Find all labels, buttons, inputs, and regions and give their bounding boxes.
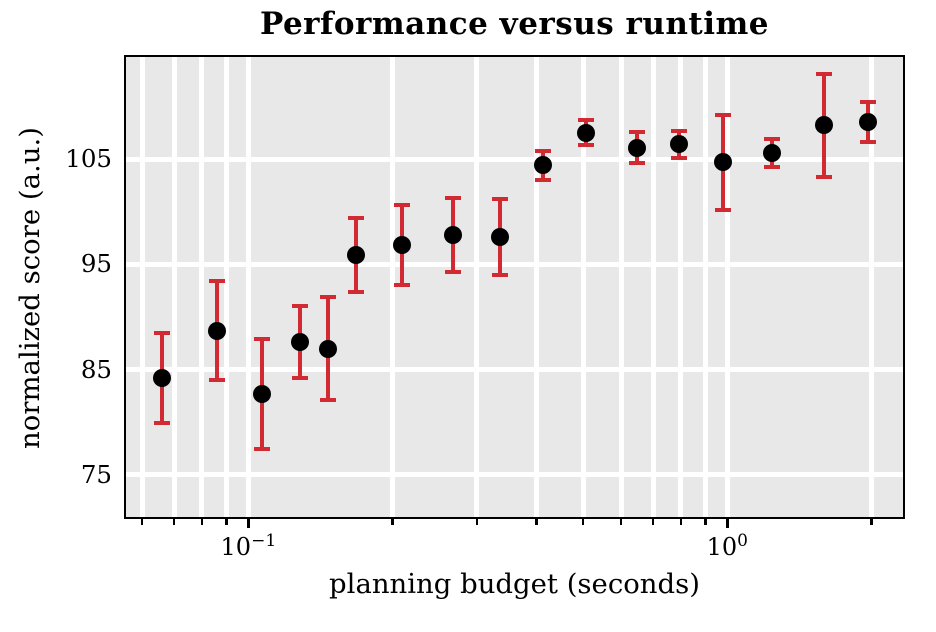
x-gridline	[390, 55, 396, 519]
error-bar-cap-top	[348, 216, 365, 221]
data-point-marker	[533, 156, 552, 175]
error-bar-cap-bottom	[393, 283, 410, 288]
error-bar-cap-bottom	[291, 376, 308, 380]
error-bar-cap-top	[393, 203, 410, 208]
data-point-marker	[763, 143, 782, 162]
x-gridline	[580, 55, 586, 519]
y-gridline	[124, 261, 905, 267]
data-point-marker	[290, 333, 309, 352]
x-axis-label: planning budget (seconds)	[329, 568, 700, 600]
error-bar-cap-top	[578, 118, 595, 123]
data-point-marker	[577, 123, 596, 142]
x-gridline	[199, 55, 205, 519]
error-bar-cap-bottom	[208, 378, 225, 383]
error-bar-cap-top	[629, 129, 646, 134]
x-gridline	[724, 55, 730, 519]
error-bar-cap-bottom	[764, 164, 781, 169]
error-bar-cap-bottom	[348, 289, 365, 294]
x-gridline	[474, 55, 480, 519]
x-gridline	[618, 55, 624, 519]
data-point-marker	[443, 225, 462, 244]
error-bar-cap-bottom	[254, 446, 271, 451]
error-bar-cap-bottom	[444, 269, 461, 274]
x-gridline	[534, 55, 540, 519]
error-bar-cap-top	[534, 148, 551, 153]
x-minor-tick	[391, 519, 394, 525]
data-point-marker	[670, 135, 689, 154]
data-point-marker	[814, 116, 833, 135]
x-gridline	[223, 55, 229, 519]
error-bar-cap-top	[320, 294, 337, 299]
error-bar-cap-bottom	[534, 178, 551, 183]
x-gridline	[171, 55, 177, 519]
x-major-tick	[247, 519, 250, 528]
x-minor-tick	[475, 519, 479, 525]
x-gridline	[139, 55, 145, 519]
x-gridline	[702, 55, 708, 519]
error-bar-cap-top	[208, 279, 225, 284]
data-point-marker	[628, 138, 647, 157]
x-minor-tick	[581, 519, 585, 525]
data-point-marker	[207, 321, 226, 340]
error-bar-cap-bottom	[320, 398, 337, 403]
x-gridline	[678, 55, 684, 519]
error-bar-cap-bottom	[153, 421, 170, 426]
chart-title: Performance versus runtime	[259, 6, 770, 42]
data-point-marker	[347, 245, 366, 264]
y-tick-label: 105	[65, 144, 112, 174]
error-bar-cap-top	[444, 196, 461, 201]
plot-area	[124, 55, 905, 519]
x-minor-tick	[200, 519, 204, 525]
error-bar-cap-top	[254, 337, 271, 342]
error-bar-cap-top	[715, 112, 732, 117]
y-tick-label: 85	[80, 354, 112, 384]
x-gridline	[868, 55, 874, 519]
x-gridline	[245, 55, 251, 519]
error-bar-cap-bottom	[578, 143, 595, 148]
data-point-marker	[392, 236, 411, 255]
x-minor-tick	[172, 519, 176, 525]
data-point-marker	[859, 113, 878, 132]
error-bar-cap-top	[860, 100, 877, 105]
error-bar-cap-top	[764, 137, 781, 142]
y-gridline	[124, 367, 905, 373]
error-bar-cap-bottom	[491, 272, 508, 277]
error-bar-cap-bottom	[629, 161, 646, 166]
data-point-marker	[152, 369, 171, 387]
error-bar-cap-bottom	[815, 175, 832, 180]
y-gridline	[124, 156, 905, 162]
x-gridline	[650, 55, 656, 519]
x-minor-tick	[704, 519, 707, 525]
error-bar-cap-top	[153, 330, 170, 335]
y-gridline	[124, 472, 905, 478]
x-minor-tick	[225, 519, 228, 525]
x-minor-tick	[619, 519, 623, 525]
data-point-marker	[714, 153, 733, 172]
x-minor-tick	[140, 519, 144, 525]
x-minor-tick	[870, 519, 873, 525]
data-point-marker	[319, 339, 338, 358]
x-tick-label: 10−1	[220, 531, 277, 561]
data-point-marker	[253, 384, 272, 403]
error-bar-cap-bottom	[860, 140, 877, 145]
data-point-marker	[490, 228, 509, 247]
error-bar-cap-top	[671, 128, 688, 133]
error-bar-cap-bottom	[671, 156, 688, 161]
x-tick-label: 100	[706, 531, 748, 561]
y-tick-label: 95	[80, 249, 112, 279]
y-tick-label: 75	[80, 459, 112, 489]
error-bar-cap-top	[291, 304, 308, 309]
x-minor-tick	[651, 519, 655, 525]
error-bar-cap-top	[491, 197, 508, 202]
error-bar-cap-top	[815, 71, 832, 76]
x-major-tick	[726, 519, 729, 528]
error-bar-cap-bottom	[715, 207, 732, 212]
x-minor-tick	[535, 519, 538, 525]
x-minor-tick	[679, 519, 683, 525]
